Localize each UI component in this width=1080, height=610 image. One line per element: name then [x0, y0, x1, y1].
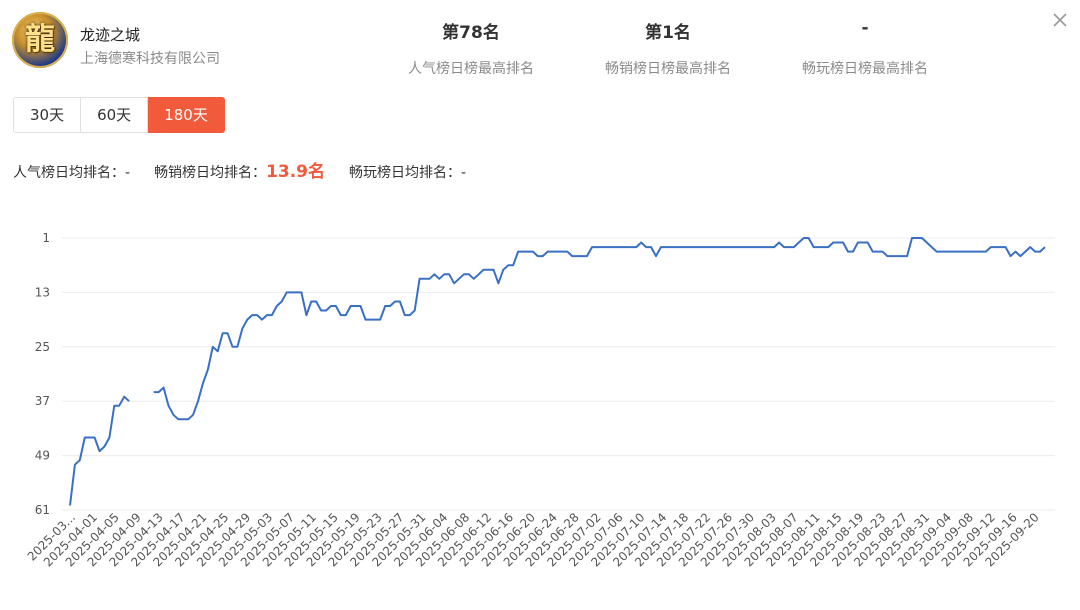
close-icon [1053, 13, 1067, 27]
y-axis-ticks: 1 13 25 37 49 61 [35, 231, 50, 517]
stat-label: 畅销榜日榜最高排名 [605, 61, 731, 77]
stat-label: 人气榜日榜最高排名 [408, 61, 534, 77]
y-tick-label: 1 [42, 231, 50, 245]
avg-play-value: - [461, 165, 467, 181]
app-icon: 龍 [12, 12, 68, 68]
avg-popular: 人气榜日均排名：- [13, 162, 130, 182]
app-name: 龙迹之城 [80, 26, 141, 44]
y-tick-label: 49 [35, 449, 50, 463]
app-header: 龍 龙迹之城 上海德寒科技有限公司 第78名 人气榜日榜最高排名 第1名 畅销榜… [0, 0, 1080, 92]
rank-line-chart: 1 13 25 37 49 61 2025-03...2025-04-012025-04-… [25, 231, 1055, 569]
stat-value: 第78名 [442, 23, 500, 43]
range-tabs: 30天 60天 180天 [13, 97, 225, 133]
avg-popular-label: 人气榜日均排名： [13, 165, 125, 181]
avg-bestseller-label: 畅销榜日均排名： [154, 165, 267, 181]
grid-layer [62, 237, 1055, 511]
tab-30-days[interactable]: 30天 [13, 97, 82, 133]
avg-popular-value: - [125, 165, 131, 181]
stat-play-best: - 畅玩榜日榜最高排名 [775, 18, 955, 78]
avg-bestseller: 畅销榜日均排名：13.9名 [154, 157, 325, 182]
y-tick-label: 61 [35, 503, 50, 517]
series-layer [69, 237, 1046, 506]
avg-play-label: 畅玩榜日均排名： [349, 165, 462, 181]
average-ranks: 人气榜日均排名：- 畅销榜日均排名：13.9名 畅玩榜日均排名：- [13, 157, 490, 182]
stat-popular-best: 第78名 人气榜日榜最高排名 [381, 18, 561, 78]
stat-value: - [861, 18, 869, 38]
dragon-glyph-icon: 龍 [25, 22, 55, 57]
stat-label: 畅玩榜日榜最高排名 [802, 61, 928, 77]
y-tick-label: 13 [35, 285, 50, 299]
app-company: 上海德寒科技有限公司 [80, 51, 220, 67]
tab-60-days[interactable]: 60天 [81, 97, 149, 133]
y-tick-label: 25 [35, 340, 50, 354]
stat-bestseller-best: 第1名 畅销榜日榜最高排名 [578, 18, 758, 78]
y-tick-label: 37 [35, 394, 50, 408]
series-line-bestseller [69, 237, 1046, 506]
avg-play: 畅玩榜日均排名：- [349, 162, 466, 182]
tab-180-days[interactable]: 180天 [148, 97, 225, 133]
stat-value: 第1名 [645, 23, 691, 43]
close-button[interactable] [1048, 8, 1072, 32]
x-axis-ticks: 2025-03...2025-04-012025-04-052025-04-09… [25, 510, 1042, 569]
avg-bestseller-value: 13.9名 [266, 162, 326, 182]
